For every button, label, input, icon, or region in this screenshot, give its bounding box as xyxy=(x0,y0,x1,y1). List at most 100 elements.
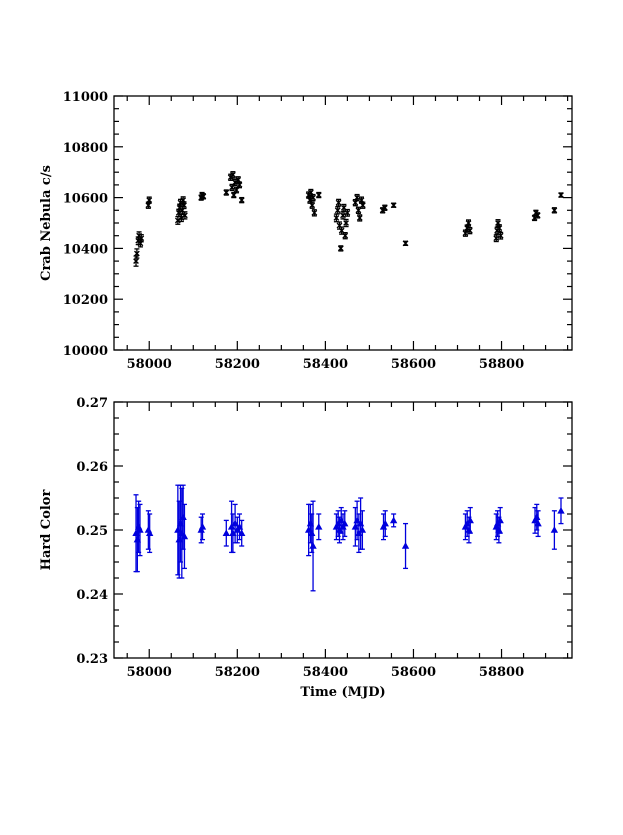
data-point xyxy=(497,232,504,239)
x-tick-label-1: 58000 xyxy=(127,665,172,680)
data-point xyxy=(315,192,322,198)
data-point-stroke xyxy=(311,209,318,216)
data-point xyxy=(310,194,316,201)
x-tick-label-0: 58200 xyxy=(215,357,260,372)
data-point xyxy=(145,529,154,536)
data-point xyxy=(233,526,241,533)
data-point xyxy=(381,519,389,527)
data-point-stroke xyxy=(233,187,240,193)
data-point xyxy=(146,197,153,204)
data-point xyxy=(354,194,360,201)
data-point xyxy=(315,522,323,530)
data-point xyxy=(496,516,504,524)
y-tick-label-1: 0.25 xyxy=(76,524,108,539)
data-point xyxy=(229,529,237,536)
data-point xyxy=(550,526,559,533)
x-tick-label-0: 58000 xyxy=(127,357,172,372)
y-tick-label-1: 0.23 xyxy=(76,652,108,667)
data-point xyxy=(496,225,503,231)
data-point xyxy=(337,245,344,252)
data-point-stroke xyxy=(134,250,140,257)
data-point-stroke xyxy=(402,240,409,247)
data-point xyxy=(309,542,317,549)
data-point xyxy=(136,526,144,533)
data-point xyxy=(180,532,189,540)
data-point xyxy=(343,220,349,226)
data-point xyxy=(200,193,207,200)
x-tick-label-0: 58600 xyxy=(391,357,436,372)
data-point xyxy=(182,212,188,219)
data-point xyxy=(233,187,240,193)
data-point-stroke xyxy=(310,194,316,201)
data-point xyxy=(344,209,351,216)
data-point-stroke xyxy=(309,202,316,209)
data-point-stroke xyxy=(497,232,504,239)
y-tick-label-1: 0.26 xyxy=(76,460,108,475)
data-point-stroke xyxy=(181,202,187,209)
data-point-stroke xyxy=(333,215,340,221)
y-tick-label-1: 0.24 xyxy=(76,588,108,603)
data-point xyxy=(558,192,564,198)
x-tick-label-1: 58800 xyxy=(479,665,524,680)
data-point xyxy=(341,519,349,527)
data-point-stroke xyxy=(344,209,351,216)
y-tick-label-0: 10000 xyxy=(63,344,108,359)
x-tick-label-0: 58800 xyxy=(479,357,524,372)
data-point xyxy=(230,171,236,178)
data-point-stroke xyxy=(340,204,347,211)
data-point xyxy=(133,258,139,264)
data-point xyxy=(235,176,242,183)
data-point-stroke xyxy=(337,245,344,252)
data-point-stroke xyxy=(235,176,242,183)
data-point xyxy=(334,207,341,214)
data-point xyxy=(138,235,145,242)
data-point xyxy=(356,215,363,221)
data-point xyxy=(534,212,541,219)
data-point-stroke xyxy=(133,258,139,264)
data-point xyxy=(333,215,340,221)
data-point-stroke xyxy=(223,189,230,196)
data-point xyxy=(389,516,398,524)
x-tick-label-1: 58200 xyxy=(215,665,260,680)
data-point xyxy=(358,526,367,533)
data-point xyxy=(402,240,409,247)
data-point-stroke xyxy=(551,207,558,214)
data-point xyxy=(222,529,230,536)
data-point-stroke xyxy=(238,197,245,204)
data-point-stroke xyxy=(336,222,343,229)
data-point-stroke xyxy=(338,227,345,234)
data-point xyxy=(557,506,565,514)
y-tick-label-0: 10400 xyxy=(63,242,108,257)
data-point-stroke xyxy=(558,192,564,198)
data-point xyxy=(181,202,187,209)
data-point-stroke xyxy=(236,182,243,188)
data-point xyxy=(381,204,388,211)
data-point xyxy=(390,202,397,209)
data-point-stroke xyxy=(335,199,342,206)
data-point-stroke xyxy=(354,194,360,201)
data-point xyxy=(198,522,207,530)
data-point-stroke xyxy=(340,212,346,219)
data-point-stroke xyxy=(496,225,503,231)
data-point-stroke xyxy=(358,197,365,204)
data-point xyxy=(401,542,410,549)
data-point-stroke xyxy=(307,189,314,196)
y-axis-label-0: Crab Nebula c/s xyxy=(39,165,54,281)
y-tick-label-1: 0.27 xyxy=(76,396,108,411)
data-point-stroke xyxy=(534,212,541,219)
data-point xyxy=(309,202,316,209)
data-point-stroke xyxy=(315,192,322,198)
data-point-stroke xyxy=(355,207,362,214)
data-point xyxy=(342,232,349,239)
y-tick-label-0: 10800 xyxy=(63,141,108,156)
data-point-stroke xyxy=(356,215,363,221)
data-point-stroke xyxy=(200,193,207,200)
data-point-stroke xyxy=(381,204,388,211)
y-tick-label-0: 11000 xyxy=(63,90,108,105)
y-tick-label-0: 10600 xyxy=(63,192,108,207)
x-axis-label-1: Time (MJD) xyxy=(300,685,385,700)
data-point xyxy=(134,250,140,257)
